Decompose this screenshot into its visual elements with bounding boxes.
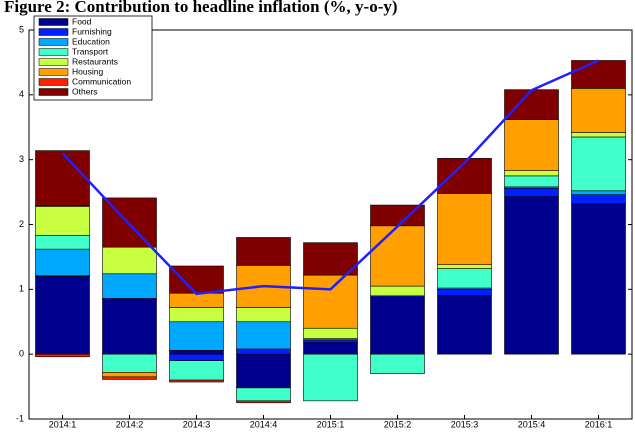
- bar-segment: [437, 268, 492, 289]
- y-tick-label: 0: [19, 349, 24, 359]
- legend-label: Restaurants: [72, 56, 118, 66]
- bar-segment: [303, 242, 358, 276]
- x-tick-label: 2014:3: [183, 419, 211, 429]
- legend-swatch: [38, 48, 69, 56]
- bar-segment: [236, 307, 291, 323]
- bar-segment: [303, 274, 358, 329]
- bar-segment: [35, 248, 90, 277]
- legend-swatch: [38, 38, 69, 46]
- bar-segment: [102, 353, 157, 373]
- bar-segment: [236, 321, 291, 350]
- legend-label: Education: [72, 36, 110, 46]
- bar-segment: [303, 342, 358, 355]
- legend-swatch: [38, 78, 69, 86]
- bar-segment: [169, 307, 224, 323]
- bar-segment: [102, 273, 157, 299]
- legend-swatch: [38, 88, 69, 96]
- bar-segment: [236, 400, 291, 404]
- bar-segment: [571, 88, 626, 133]
- bar-segment: [169, 379, 224, 383]
- x-tick-label: 2015:2: [384, 419, 412, 429]
- x-tick-label: 2014:4: [250, 419, 278, 429]
- legend-label: Furnishing: [72, 26, 112, 36]
- chart-title: Figure 2: Contribution to headline infla…: [4, 0, 398, 16]
- bar-segment: [370, 296, 425, 355]
- x-tick-label: 2014:2: [116, 419, 144, 429]
- bar-segment: [35, 353, 90, 358]
- legend-label: Transport: [72, 46, 109, 56]
- legend-swatch: [38, 18, 69, 26]
- bar-segment: [437, 193, 492, 265]
- bar-segment: [236, 353, 291, 389]
- x-tick-label: 2015:3: [451, 419, 479, 429]
- legend-swatch: [38, 28, 69, 36]
- bar-segment: [169, 265, 224, 294]
- legend-label: Others: [72, 86, 98, 96]
- bar-segment: [169, 349, 224, 355]
- bar-segment: [437, 295, 492, 355]
- bar-segment: [35, 276, 90, 355]
- bar-segment: [169, 292, 224, 308]
- bar-segment: [169, 321, 224, 351]
- bar-segment: [504, 175, 559, 188]
- bar-segment: [303, 353, 358, 402]
- legend-label: Food: [72, 16, 92, 26]
- bar-segment: [504, 119, 559, 171]
- bar-segment: [571, 60, 626, 89]
- bar-segment: [504, 170, 559, 177]
- x-tick-label: 2016:1: [585, 419, 613, 429]
- bar-segment: [102, 299, 157, 355]
- y-tick-label: 3: [19, 154, 24, 164]
- bar-segment: [236, 237, 291, 266]
- bar-segment: [303, 327, 358, 339]
- bar-segment: [35, 235, 90, 250]
- bar-segment: [303, 339, 358, 343]
- bar-segment: [102, 246, 157, 275]
- bar-segment: [102, 197, 157, 248]
- x-tick-label: 2015:4: [518, 419, 546, 429]
- bar-segment: [102, 376, 157, 380]
- bar-segment: [35, 150, 90, 206]
- bar-segment: [35, 206, 90, 236]
- y-tick-label: -1: [16, 413, 24, 423]
- bar-segment: [571, 132, 626, 138]
- legend-label: Housing: [72, 66, 103, 76]
- bar-segment: [437, 289, 492, 297]
- bar-segment: [504, 187, 559, 197]
- bar-segment: [504, 196, 559, 355]
- bar-segment: [504, 89, 559, 120]
- y-tick-label: 5: [19, 24, 24, 34]
- bar-segment: [571, 190, 626, 195]
- bar-segment: [370, 225, 425, 287]
- bar-segment: [169, 353, 224, 361]
- bar-segment: [571, 203, 626, 355]
- bar-segment: [370, 285, 425, 297]
- y-tick-label: 1: [19, 284, 24, 294]
- bar-segment: [236, 348, 291, 355]
- legend-label: Communication: [72, 76, 131, 86]
- legend-swatch: [38, 68, 69, 76]
- x-tick-label: 2014:1: [49, 419, 77, 429]
- bar-segment: [571, 136, 626, 192]
- bar-segment: [236, 387, 291, 402]
- y-tick-label: 2: [19, 219, 24, 229]
- y-tick-label: 4: [19, 89, 24, 99]
- x-tick-label: 2015:1: [317, 419, 345, 429]
- bar-segment: [370, 353, 425, 374]
- legend-swatch: [38, 58, 69, 66]
- bar-segment: [437, 264, 492, 269]
- headline-line: [61, 59, 600, 296]
- bar-segment: [102, 372, 157, 378]
- bar-segment: [169, 360, 224, 381]
- bar-segment: [571, 194, 626, 205]
